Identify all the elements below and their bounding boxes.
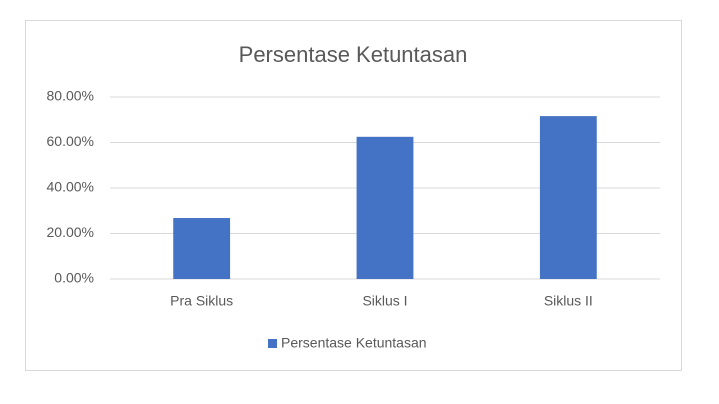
bar [539,116,597,279]
y-tick-label: 20.00% [47,224,94,240]
y-tick-label: 60.00% [47,133,94,149]
x-tick-label: Siklus II [544,293,593,309]
x-tick-label: Siklus I [362,293,407,309]
legend-swatch [268,339,277,348]
y-tick-label: 40.00% [47,179,94,195]
x-tick-label: Pra Siklus [170,293,233,309]
y-tick-label: 80.00% [47,88,94,104]
chart-title: Persentase Ketuntasan [239,42,468,67]
y-tick-label: 0.00% [54,270,94,286]
bar [173,218,231,279]
bar [356,136,414,279]
legend-label: Persentase Ketuntasan [281,335,427,351]
